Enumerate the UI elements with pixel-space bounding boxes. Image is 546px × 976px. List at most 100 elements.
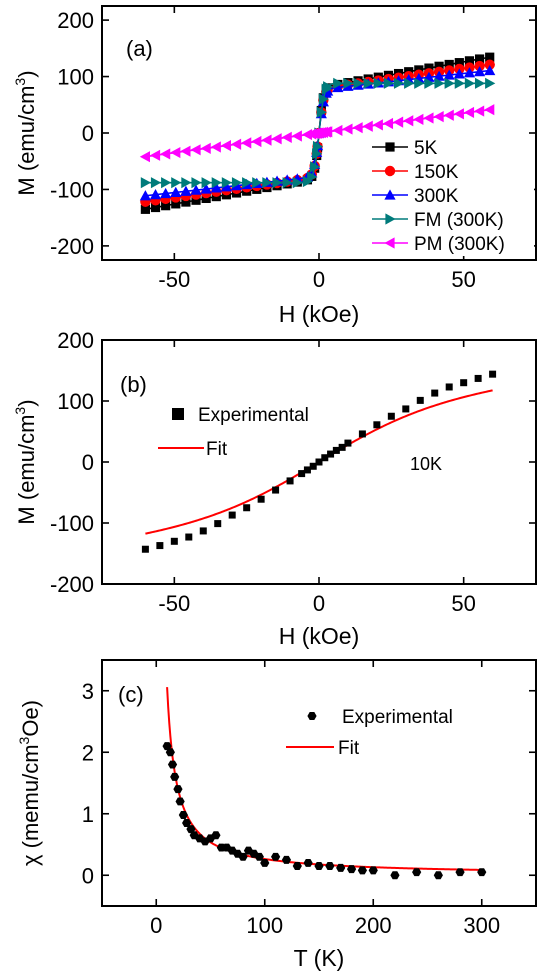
data-point — [200, 183, 212, 194]
data-point — [372, 119, 383, 131]
legend-marker — [384, 237, 395, 249]
data-point — [181, 197, 191, 207]
x-tick-label: 100 — [246, 913, 283, 938]
data-point — [321, 454, 329, 462]
panel-b-label: (b) — [120, 372, 147, 397]
data-point — [160, 187, 172, 199]
data-point — [484, 64, 496, 76]
data-point — [241, 137, 252, 149]
data-point — [185, 533, 193, 541]
data-point — [315, 458, 323, 466]
data-point — [242, 177, 253, 189]
data-point — [186, 825, 196, 834]
data-point — [387, 412, 395, 420]
data-point — [180, 145, 191, 157]
data-point — [220, 140, 232, 152]
panel-a-label: (a) — [126, 36, 153, 61]
data-point — [211, 831, 221, 840]
data-point — [443, 69, 455, 80]
data-point — [307, 171, 318, 183]
data-point — [344, 439, 352, 447]
data-point — [353, 77, 364, 89]
data-point — [282, 177, 293, 189]
data-point — [444, 77, 455, 89]
data-point — [210, 141, 221, 153]
data-point — [170, 146, 181, 159]
data-point — [167, 760, 178, 769]
x-tick-label: -50 — [158, 267, 190, 292]
data-point — [390, 871, 400, 880]
data-point — [316, 106, 327, 118]
panel-a-chart: -50 0 50 -200 -100 0 100 200 (a) 5K 150K 300K FM (… — [12, 5, 537, 327]
data-point — [383, 77, 395, 89]
data-point — [292, 177, 303, 189]
data-point — [271, 852, 281, 861]
data-point — [473, 105, 485, 117]
legend-marker — [385, 142, 395, 152]
data-point — [474, 374, 482, 382]
x-tick-label: 50 — [451, 591, 475, 616]
x-tick-label: 200 — [355, 913, 392, 938]
data-point — [160, 148, 171, 160]
data-point — [257, 495, 265, 503]
x-tick-label: 50 — [451, 267, 475, 292]
legend-marker — [384, 165, 396, 177]
data-point — [170, 186, 182, 197]
panel-c-xlabel: T (K) — [294, 945, 345, 971]
data-point — [140, 204, 150, 214]
data-point — [171, 177, 182, 189]
data-point — [303, 466, 311, 474]
data-point — [327, 450, 335, 458]
data-point — [262, 177, 273, 189]
data-point — [332, 446, 340, 454]
panel-c-series — [162, 687, 487, 880]
panel-b-xlabel: H (kOe) — [279, 623, 360, 649]
panel-a-legend: 5K 150K 300K FM (300K) PM (300K) — [372, 138, 505, 255]
data-point — [445, 383, 453, 391]
data-point — [444, 59, 454, 70]
data-point — [156, 542, 164, 550]
data-point — [301, 128, 313, 141]
panel-b-chart: -50 0 50 -200 -100 0 100 200 (b) Experimental Fi… — [12, 328, 537, 649]
data-point — [238, 852, 248, 861]
data-point — [489, 370, 497, 378]
data-point — [463, 106, 475, 119]
data-point — [433, 111, 444, 123]
legend-label: 5K — [414, 138, 438, 159]
data-point — [433, 70, 445, 81]
x-tick-label: 300 — [463, 913, 500, 938]
legend-marker — [385, 213, 396, 225]
data-point — [454, 77, 465, 89]
data-point — [484, 104, 495, 116]
panel-a-xlabel: H (kOe) — [279, 301, 360, 327]
data-point — [171, 199, 181, 209]
data-point — [392, 116, 404, 128]
panel-c-ylabel-main: χ (memu/cm — [18, 744, 43, 866]
y-tick-label: -100 — [50, 177, 94, 202]
y-tick-label: 0 — [82, 863, 94, 888]
data-point — [161, 201, 171, 211]
data-point — [180, 185, 192, 196]
data-point — [314, 862, 324, 871]
data-point — [272, 177, 283, 189]
data-point — [336, 863, 346, 872]
data-point — [373, 421, 381, 429]
data-point — [173, 785, 183, 794]
data-point — [368, 866, 378, 875]
data-point — [272, 486, 280, 494]
panel-c-plot-frame — [101, 659, 537, 907]
data-point — [165, 748, 175, 757]
x-tick-label: 0 — [313, 267, 325, 292]
y-tick-label: 100 — [57, 389, 94, 414]
legend-label: PM (300K) — [414, 234, 505, 255]
data-point — [485, 77, 496, 89]
data-point — [414, 77, 425, 89]
data-point — [254, 852, 264, 861]
panel-a-ylabel-main: M (emu/cm — [14, 86, 39, 196]
data-point — [281, 855, 292, 864]
data-point — [191, 195, 201, 205]
data-point — [162, 742, 172, 751]
data-point — [178, 810, 188, 819]
data-point — [424, 77, 435, 89]
data-point — [363, 77, 374, 89]
